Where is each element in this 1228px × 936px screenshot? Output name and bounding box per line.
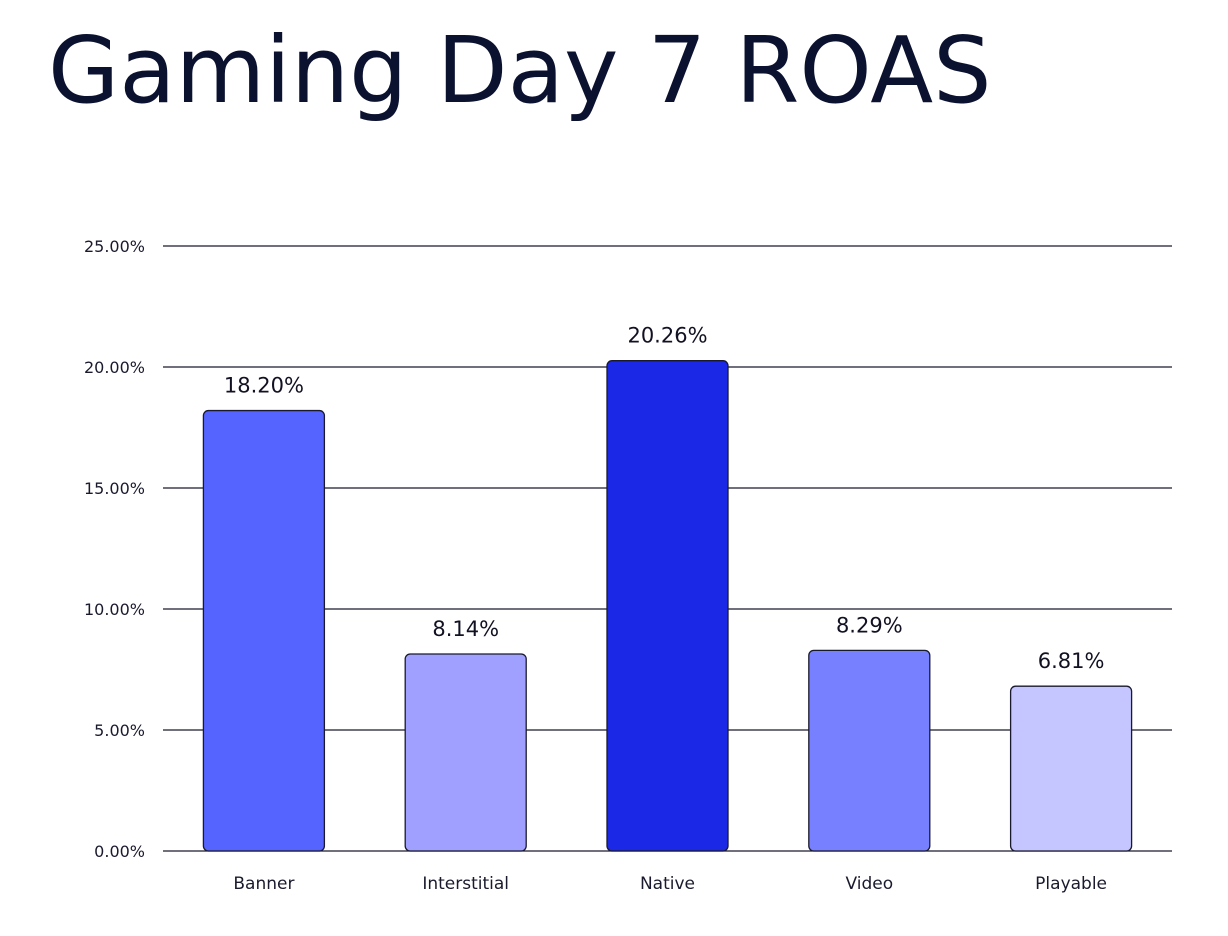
data-label: 18.20% xyxy=(224,374,304,398)
y-tick-label: 10.00% xyxy=(84,600,145,619)
y-tick-label: 20.00% xyxy=(84,358,145,377)
bar-banner xyxy=(202,409,326,852)
y-tick-label: 0.00% xyxy=(94,842,145,861)
data-labels: 18.20% 8.14% 20.26% 8.29% 6.81% xyxy=(224,324,1105,673)
bar-native xyxy=(606,360,729,852)
y-axis-tick-labels: 0.00% 5.00% 10.00% 15.00% 20.00% 25.00% xyxy=(84,237,145,861)
x-tick-label: Banner xyxy=(233,874,294,894)
data-label: 8.29% xyxy=(836,613,903,637)
y-tick-label: 25.00% xyxy=(84,237,145,256)
bar-interstitial xyxy=(404,653,527,852)
x-tick-label: Playable xyxy=(1035,874,1107,894)
x-tick-label: Interstitial xyxy=(422,874,509,894)
data-label: 6.81% xyxy=(1038,649,1105,673)
x-tick-label: Native xyxy=(640,874,695,894)
data-label: 8.14% xyxy=(432,617,499,641)
bar-video xyxy=(808,649,931,852)
x-axis-tick-labels: Banner Interstitial Native Video Playable xyxy=(233,874,1107,894)
bars xyxy=(202,360,1133,852)
chart-title: Gaming Day 7 ROAS xyxy=(48,17,992,124)
y-tick-label: 5.00% xyxy=(94,721,145,740)
x-tick-label: Video xyxy=(845,874,893,894)
data-label: 20.26% xyxy=(627,324,707,348)
y-tick-label: 15.00% xyxy=(84,479,145,498)
bar-playable xyxy=(1009,685,1133,852)
